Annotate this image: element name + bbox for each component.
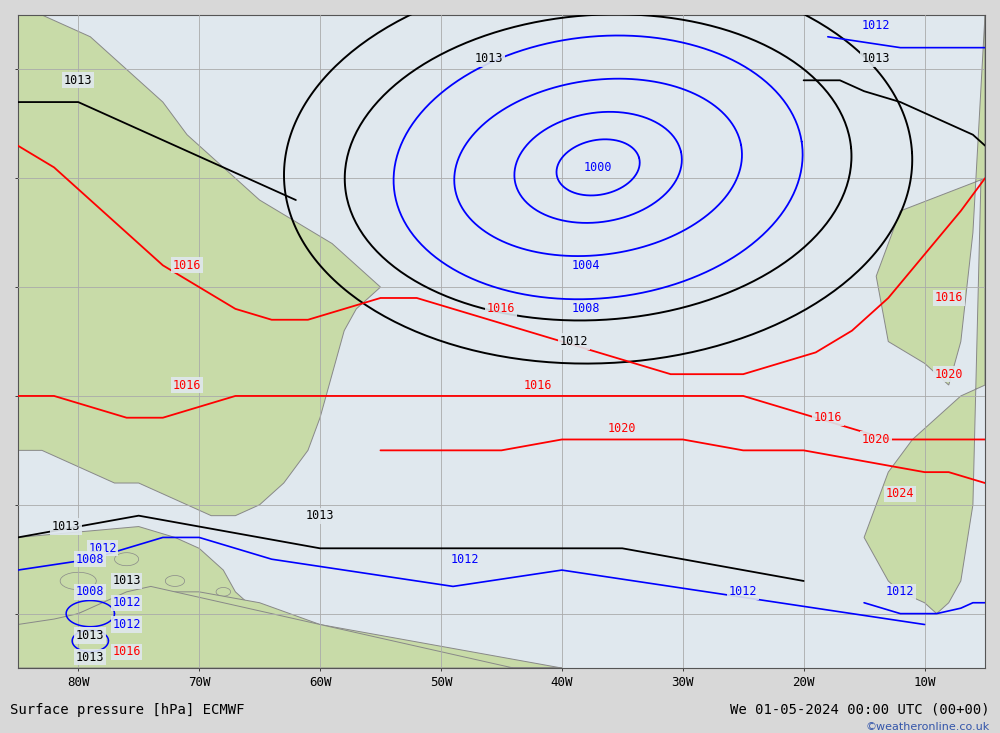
Text: 1016: 1016 [934, 292, 963, 304]
Text: 1020: 1020 [608, 422, 637, 435]
Text: 1012: 1012 [88, 542, 117, 555]
Text: 1013: 1013 [475, 52, 504, 65]
Polygon shape [18, 15, 380, 515]
Text: 1008: 1008 [76, 586, 105, 598]
Text: 1013: 1013 [76, 629, 105, 642]
Text: 1016: 1016 [814, 411, 842, 424]
Text: 1004: 1004 [572, 259, 600, 272]
Text: 1020: 1020 [862, 433, 890, 446]
Text: 1012: 1012 [112, 596, 141, 609]
Text: 1016: 1016 [112, 645, 141, 658]
Text: 1000: 1000 [584, 161, 612, 174]
Text: 1013: 1013 [112, 575, 141, 587]
Text: 1013: 1013 [862, 52, 890, 65]
Text: 1024: 1024 [886, 487, 915, 501]
Polygon shape [216, 588, 231, 596]
Polygon shape [864, 15, 985, 614]
Text: ©weatheronline.co.uk: ©weatheronline.co.uk [866, 721, 990, 732]
Polygon shape [18, 526, 260, 668]
Polygon shape [60, 572, 96, 589]
Text: 1012: 1012 [560, 335, 588, 348]
Polygon shape [165, 575, 185, 586]
Text: 1012: 1012 [862, 19, 890, 32]
Text: Surface pressure [hPa] ECMWF: Surface pressure [hPa] ECMWF [10, 703, 244, 717]
Text: 1008: 1008 [76, 553, 105, 566]
Text: 1013: 1013 [64, 74, 92, 86]
Text: 1013: 1013 [76, 651, 105, 663]
Text: 1016: 1016 [173, 378, 201, 391]
Text: 1020: 1020 [934, 368, 963, 380]
Text: 1013: 1013 [52, 520, 80, 533]
Text: 1012: 1012 [729, 586, 757, 598]
Text: 1012: 1012 [451, 553, 479, 566]
Text: 1012: 1012 [886, 586, 915, 598]
Text: 1016: 1016 [523, 378, 552, 391]
Text: 1016: 1016 [487, 303, 516, 315]
Text: 1012: 1012 [112, 618, 141, 631]
Text: 1013: 1013 [306, 509, 334, 522]
Text: 1016: 1016 [173, 259, 201, 272]
Polygon shape [18, 586, 562, 668]
Text: 1008: 1008 [572, 303, 600, 315]
Text: We 01-05-2024 00:00 UTC (00+00): We 01-05-2024 00:00 UTC (00+00) [730, 703, 990, 717]
Polygon shape [115, 553, 139, 566]
Polygon shape [876, 15, 985, 385]
Polygon shape [18, 592, 562, 668]
